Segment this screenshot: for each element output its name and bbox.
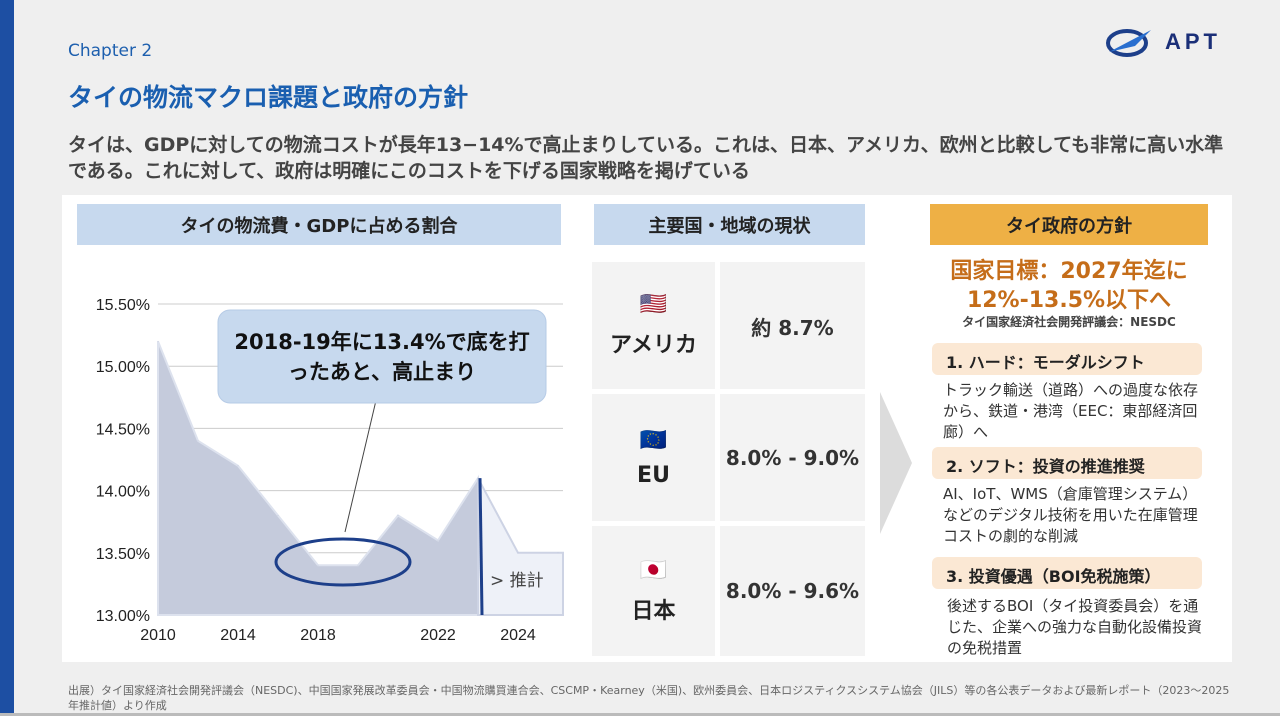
country-cell-usa: 🇺🇸 アメリカ (592, 262, 715, 389)
comparison-header: 主要国・地域の現状 (594, 204, 865, 245)
x-tick-label: 2010 (140, 627, 176, 644)
policy-item-title: 3. 投資優遇（BOI免税施策） (932, 557, 1202, 589)
bottom-divider (0, 713, 1280, 716)
page-title: タイの物流マクロ課題と政府の方針 (68, 83, 469, 112)
country-cell-japan: 🇯🇵 日本 (592, 526, 715, 656)
data-point (237, 465, 239, 467)
annotation-text: 2018-19年に13.4%で底を打ったあと、高止まり (234, 329, 530, 384)
area-forecast (477, 477, 564, 616)
data-point (517, 552, 519, 554)
y-tick-label: 13.00% (96, 608, 150, 625)
apt-logo-icon (1106, 29, 1151, 57)
annotation-callout: 2018-19年に13.4%で底を打ったあと、高止まり (218, 310, 546, 403)
country-name: 日本 (631, 598, 676, 624)
chapter-label: Chapter 2 (68, 41, 153, 61)
policy-item-desc: トラック輸送（道路）への過度な依存から、鉄道・港湾（EEC：東部経済回廊）へ (943, 381, 1199, 441)
highlight-ellipse (274, 537, 412, 587)
left-accent-bar (0, 0, 14, 716)
x-tick-label: 2022 (420, 627, 456, 644)
chevron-right-icon (880, 392, 912, 534)
data-point (477, 477, 479, 479)
data-point (157, 340, 159, 342)
value-cell-japan: 8.0% - 9.6% (720, 526, 865, 656)
forecast-divider (478, 478, 484, 616)
y-tick-label: 14.50% (96, 421, 150, 438)
logistics-cost-chart: 15.50% 15.00% 14.50% 14.00% 13.50% 13.00% > 推計… (96, 297, 564, 644)
data-point (277, 514, 279, 516)
country-value: 8.0% - 9.6% (725, 579, 860, 603)
lead-text: タイは、GDPに対しての物流コストが長年13−14%で高止まりしている。これは、… (68, 134, 1224, 182)
country-name: アメリカ (610, 333, 697, 358)
logo-text: APT (1165, 29, 1221, 54)
country-name: EU (637, 462, 670, 488)
annotation-box (217, 309, 547, 404)
country-cell-eu: 🇪🇺 EU (592, 394, 715, 521)
x-tick-label: 2014 (220, 627, 256, 644)
eu-flag-icon: 🇪🇺 (639, 427, 668, 453)
logo: APT (1105, 26, 1221, 58)
policy-item-title: 1. ハード：モーダルシフト (932, 343, 1202, 375)
x-tick-label: 2018 (300, 627, 336, 644)
forecast-label: > 推計 (490, 571, 544, 591)
data-point (317, 564, 319, 566)
data-point (437, 539, 439, 541)
y-tick-label: 15.50% (96, 297, 150, 314)
chart-section-header: タイの物流費・GDPに占める割合 (77, 204, 561, 245)
japan-flag-icon: 🇯🇵 (639, 557, 668, 583)
data-point (557, 552, 559, 554)
national-goal: 国家目標：2027年迄に12%-13.5%以下へ (950, 259, 1188, 313)
source-footnote: 出展）タイ国家経済社会開発評議会（NESDC)、中国国家発展改革委員会・中国物流… (68, 684, 1230, 712)
usa-flag-icon: 🇺🇸 (639, 292, 668, 317)
y-tick-label: 14.00% (96, 484, 150, 501)
y-tick-label: 15.00% (96, 359, 150, 376)
data-point (357, 564, 359, 566)
policy-item-desc: 後述するBOI（タイ投資委員会）を通じた、企業への強力な自動化設備投資の免税措置 (947, 597, 1203, 657)
value-cell-eu: 8.0% - 9.0% (720, 394, 865, 521)
x-tick-label: 2024 (500, 627, 536, 644)
goal-source: タイ国家経済社会開発評議会：NESDC (962, 315, 1176, 329)
data-point (197, 440, 199, 442)
country-value: 8.0% - 9.0% (725, 445, 860, 470)
y-tick-label: 13.50% (96, 546, 150, 563)
policy-item-title: 2. ソフト：投資の推進推奨 (932, 447, 1202, 479)
policy-header: タイ政府の方針 (930, 204, 1208, 245)
policy-item-desc: AI、IoT、WMS（倉庫管理システム）などのデジタル技術を用いた在庫管理コスト… (943, 485, 1198, 545)
country-value: 約 8.7% (751, 316, 834, 340)
data-point (397, 514, 399, 516)
value-cell-usa: 約 8.7% (720, 262, 865, 389)
